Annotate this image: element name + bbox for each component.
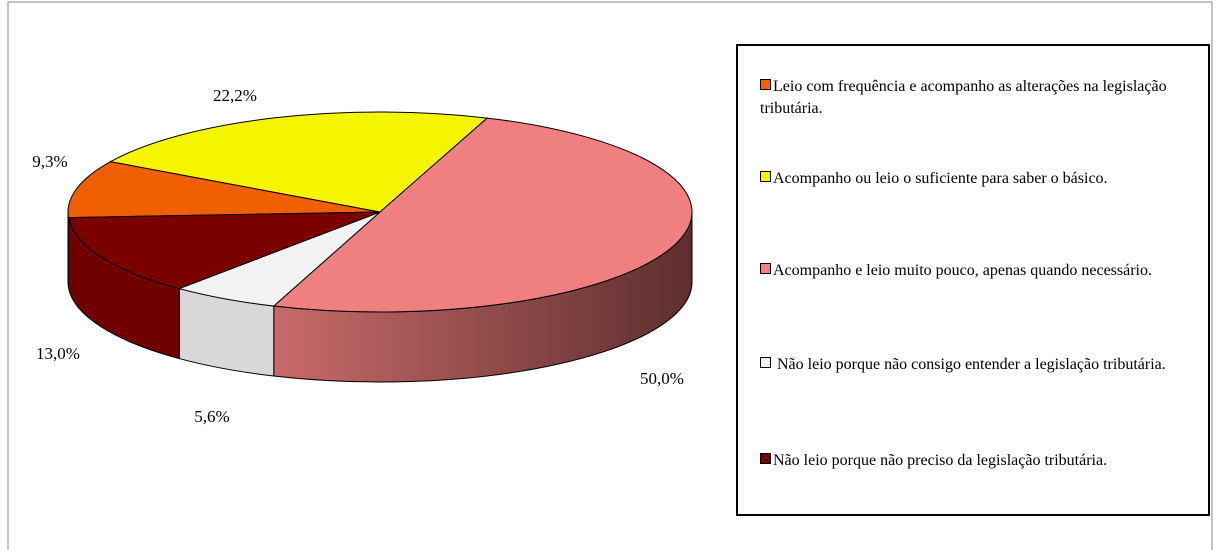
- data-label: 50,0%: [640, 369, 684, 388]
- legend-item: Não leio porque não consigo entender a l…: [760, 354, 1190, 376]
- legend-item: Leio com frequência e acompanho as alter…: [760, 76, 1190, 120]
- legend-label: Acompanho ou leio o suficiente para sabe…: [773, 170, 1108, 187]
- legend-label: Não leio porque não preciso da legislaçã…: [773, 452, 1108, 469]
- slice: [67, 211, 381, 290]
- legend-swatch: [760, 171, 771, 182]
- data-label: 13,0%: [36, 344, 80, 363]
- legend-label: Não leio porque não consigo entender a l…: [773, 356, 1166, 373]
- legend-item: Acompanho ou leio o suficiente para sabe…: [760, 168, 1190, 190]
- legend-swatch: [760, 453, 771, 464]
- legend-label: Leio com frequência e acompanho as alter…: [760, 78, 1167, 117]
- data-label: 9,3%: [32, 152, 67, 171]
- data-label: 5,6%: [194, 407, 229, 426]
- slice: [272, 117, 693, 313]
- data-label: 22,2%: [213, 86, 257, 105]
- slice: [67, 161, 381, 219]
- legend-swatch: [760, 357, 771, 368]
- legend-item: Acompanho e leio muito pouco, apenas qua…: [760, 260, 1190, 282]
- frame: [7, 1, 1213, 550]
- legend-swatch: [760, 263, 771, 274]
- legend: Leio com frequência e acompanho as alter…: [736, 44, 1210, 516]
- legend-item: Não leio porque não preciso da legislaçã…: [760, 450, 1190, 472]
- legend-swatch: [760, 79, 771, 90]
- slice: [109, 111, 489, 213]
- legend-label: Acompanho e leio muito pouco, apenas qua…: [773, 262, 1152, 279]
